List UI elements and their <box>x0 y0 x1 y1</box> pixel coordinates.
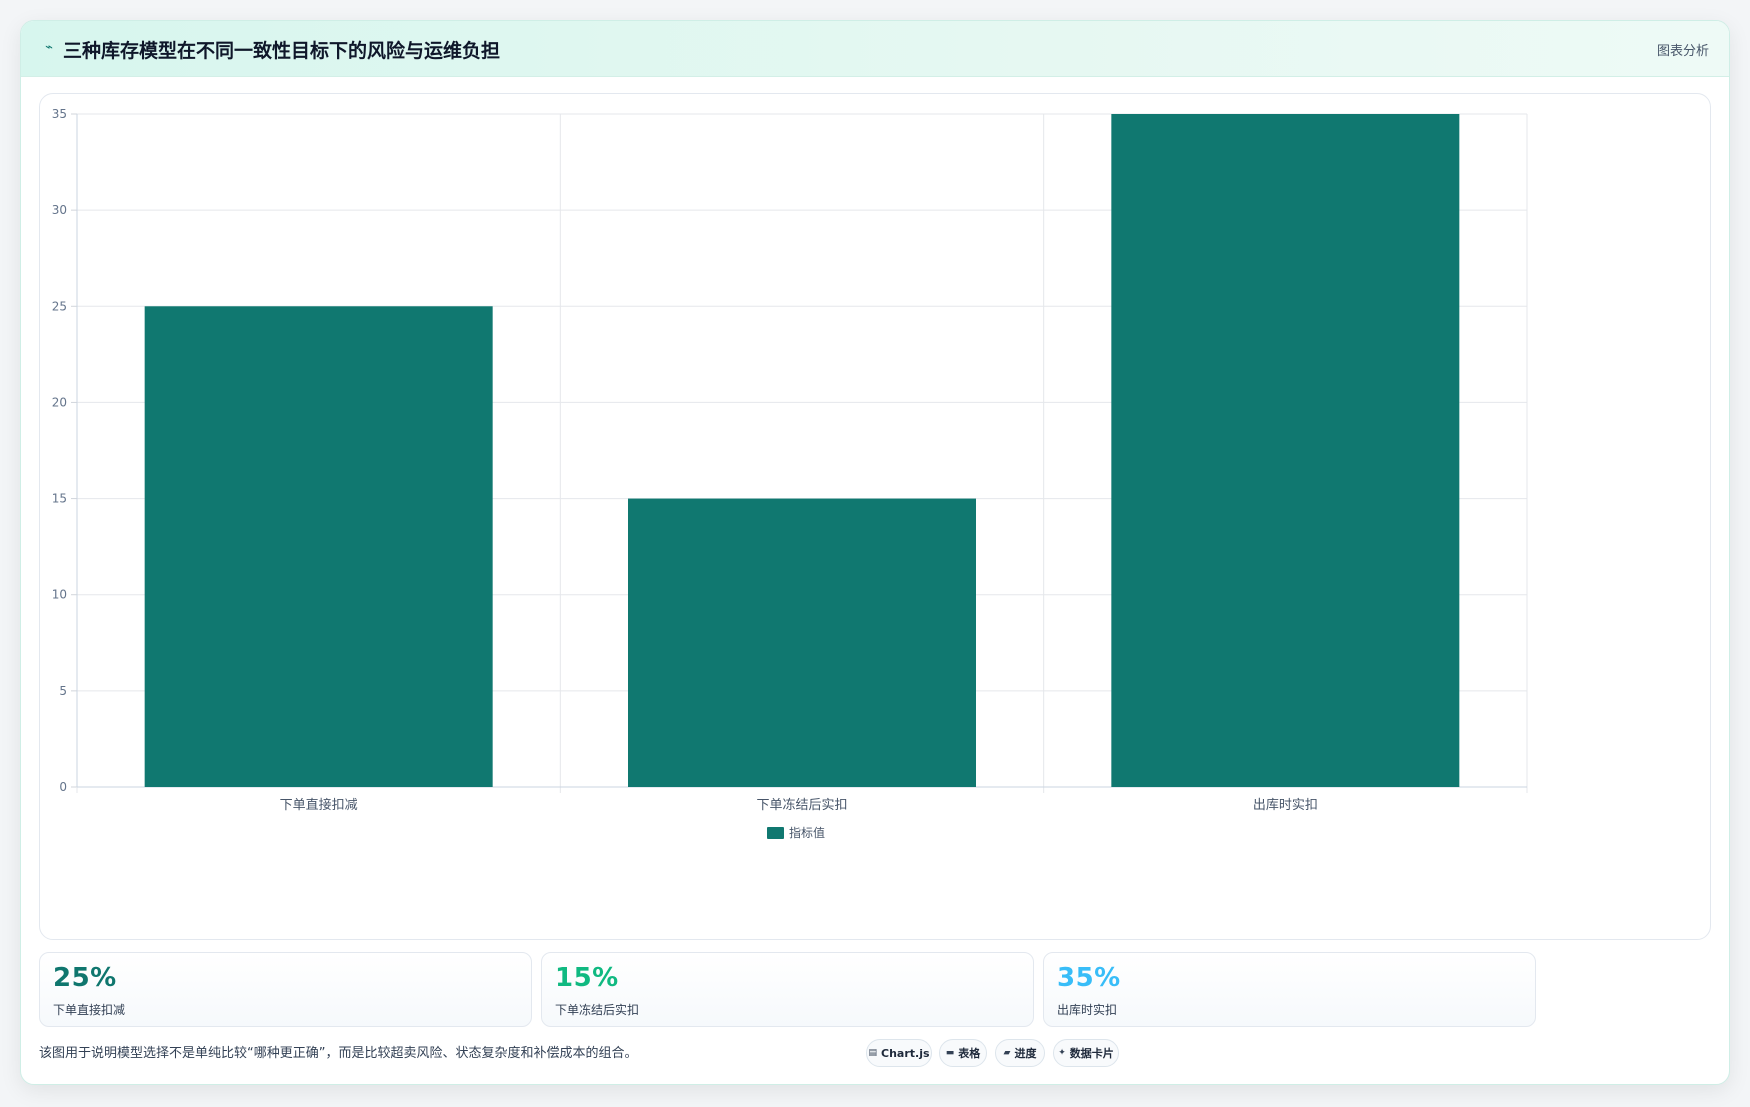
chip-table[interactable]: ▬ 表格 <box>939 1039 987 1067</box>
y-tick-label: 10 <box>52 588 67 602</box>
legend-label: 指标值 <box>789 825 825 840</box>
x-tick-label: 下单直接扣减 <box>280 797 358 813</box>
stat-card-freeze: 15% 下单冻结后实扣 <box>541 952 1034 1027</box>
bar-1 <box>144 306 493 787</box>
stat-value: 25% <box>53 963 117 993</box>
trend-icon: ⌁ <box>45 40 53 55</box>
progress-icon: ▰ <box>1003 1048 1011 1058</box>
y-tick-label: 5 <box>59 684 67 698</box>
x-tick-label: 出库时实扣 <box>1253 797 1318 813</box>
chip-label: 表格 <box>958 1047 981 1060</box>
chip-chartjs[interactable]: ▤ Chart.js <box>866 1039 932 1067</box>
bar-2 <box>628 498 976 787</box>
chart-icon: ▤ <box>868 1048 877 1058</box>
stat-label: 下单直接扣减 <box>53 1003 126 1017</box>
chart-analysis-link[interactable]: 图表分析 <box>1656 44 1709 59</box>
chip-label: 数据卡片 <box>1069 1047 1114 1060</box>
table-icon: ▬ <box>945 1048 955 1058</box>
y-tick-label: 20 <box>52 395 67 409</box>
sparkle-icon: ✦ <box>1058 1048 1066 1058</box>
chart-card: ⌁ 三种库存模型在不同一致性目标下的风险与运维负担 图表分析 0 5 10 15 20 2… <box>20 20 1730 1085</box>
stat-card-direct: 25% 下单直接扣减 <box>39 952 532 1027</box>
card-header: ⌁ 三种库存模型在不同一致性目标下的风险与运维负担 图表分析 <box>21 21 1729 77</box>
y-tick-label: 15 <box>52 492 67 506</box>
y-tick-label: 0 <box>59 780 67 794</box>
stat-label: 下单冻结后实扣 <box>555 1003 640 1017</box>
chip-data-card[interactable]: ✦ 数据卡片 <box>1053 1039 1119 1067</box>
chip-label: Chart.js <box>881 1046 930 1060</box>
y-tick-label: 30 <box>52 203 67 217</box>
chart-panel: 0 5 10 15 20 25 30 35 下单直接扣减 下单冻结后实扣 出库时实扣指标值 <box>39 93 1711 940</box>
y-tick-label: 25 <box>52 299 67 313</box>
bar-3 <box>1111 114 1460 787</box>
stat-label: 出库时实扣 <box>1057 1003 1118 1017</box>
y-tick-label: 35 <box>52 107 67 121</box>
footer-note: 该图用于说明模型选择不是单纯比较“哪种更正确”，而是比较超卖风险、状态复杂度和补… <box>39 1046 638 1061</box>
chip-label: 进度 <box>1014 1047 1037 1060</box>
x-tick-label: 下单冻结后实扣 <box>756 797 847 813</box>
chip-progress[interactable]: ▰ 进度 <box>995 1039 1045 1067</box>
legend-swatch <box>767 827 784 839</box>
chart-title: 三种库存模型在不同一致性目标下的风险与运维负担 <box>63 40 501 62</box>
stat-value: 35% <box>1057 963 1121 993</box>
stat-card-outbound: 35% 出库时实扣 <box>1043 952 1536 1027</box>
stat-value: 15% <box>555 963 619 993</box>
